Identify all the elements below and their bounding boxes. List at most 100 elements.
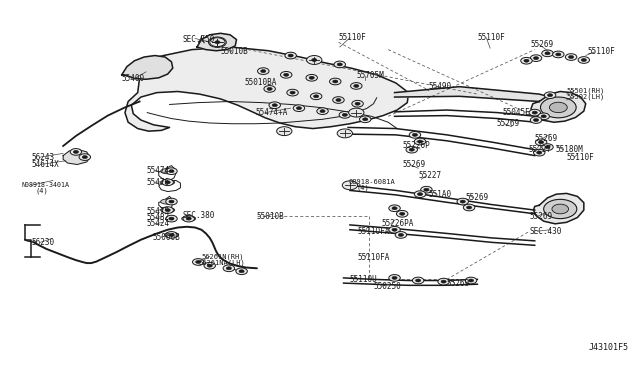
- Circle shape: [337, 129, 353, 138]
- Circle shape: [223, 265, 235, 272]
- Polygon shape: [197, 33, 237, 51]
- Circle shape: [412, 133, 417, 137]
- Text: 56243: 56243: [31, 153, 54, 161]
- Circle shape: [389, 227, 400, 233]
- Circle shape: [215, 41, 220, 44]
- Text: 550250: 550250: [374, 282, 401, 291]
- Polygon shape: [531, 92, 586, 122]
- Circle shape: [209, 37, 227, 47]
- Circle shape: [521, 57, 532, 64]
- Text: 55110F: 55110F: [566, 153, 595, 161]
- Circle shape: [227, 267, 232, 270]
- Circle shape: [351, 83, 362, 89]
- Text: SEC.380: SEC.380: [182, 211, 214, 220]
- Text: SEC.750: SEC.750: [182, 35, 214, 44]
- Circle shape: [285, 52, 296, 59]
- Text: 55110F: 55110F: [339, 33, 366, 42]
- Circle shape: [166, 198, 177, 205]
- Circle shape: [542, 144, 553, 150]
- Circle shape: [412, 277, 424, 284]
- Circle shape: [196, 260, 201, 263]
- Circle shape: [260, 70, 266, 73]
- Circle shape: [547, 94, 552, 97]
- Circle shape: [354, 84, 359, 87]
- Text: 55502(LH): 55502(LH): [566, 93, 605, 100]
- Circle shape: [460, 200, 465, 203]
- Polygon shape: [122, 55, 173, 79]
- Text: 55110FA: 55110FA: [358, 253, 390, 262]
- Text: 56261NA(LH): 56261NA(LH): [198, 259, 245, 266]
- Ellipse shape: [161, 180, 175, 185]
- Circle shape: [306, 74, 317, 81]
- Text: 55476: 55476: [146, 178, 169, 187]
- Circle shape: [169, 217, 174, 220]
- Text: 55010B: 55010B: [221, 47, 248, 56]
- Circle shape: [552, 51, 564, 58]
- Circle shape: [538, 141, 544, 144]
- Circle shape: [396, 211, 408, 217]
- Circle shape: [355, 102, 360, 105]
- Circle shape: [339, 112, 351, 118]
- Circle shape: [330, 78, 341, 85]
- Text: 55474+A: 55474+A: [255, 108, 288, 117]
- Circle shape: [166, 215, 177, 222]
- Circle shape: [212, 39, 223, 45]
- Circle shape: [457, 198, 468, 205]
- Circle shape: [552, 204, 568, 214]
- Circle shape: [269, 102, 280, 109]
- Circle shape: [166, 168, 177, 174]
- Circle shape: [337, 63, 342, 66]
- Circle shape: [183, 215, 195, 222]
- Circle shape: [307, 55, 322, 64]
- Circle shape: [581, 58, 586, 61]
- Circle shape: [210, 38, 225, 46]
- Text: 55010BA: 55010BA: [244, 78, 276, 87]
- Circle shape: [465, 277, 477, 284]
- Text: 56230: 56230: [31, 238, 54, 247]
- Polygon shape: [394, 87, 550, 102]
- Text: 55269: 55269: [497, 119, 520, 128]
- Circle shape: [333, 80, 338, 83]
- Circle shape: [534, 57, 539, 60]
- Text: 55010B: 55010B: [257, 212, 285, 221]
- Circle shape: [524, 59, 529, 62]
- Circle shape: [207, 264, 212, 267]
- Circle shape: [165, 209, 170, 212]
- Circle shape: [556, 53, 561, 56]
- Text: 5511OFA: 5511OFA: [358, 227, 390, 236]
- Circle shape: [463, 204, 475, 211]
- Circle shape: [534, 149, 545, 156]
- Circle shape: [257, 68, 269, 74]
- Circle shape: [395, 232, 406, 238]
- Circle shape: [417, 193, 422, 196]
- Circle shape: [320, 110, 325, 113]
- Circle shape: [162, 207, 173, 214]
- Circle shape: [363, 118, 368, 121]
- Circle shape: [420, 186, 432, 193]
- Text: 55180M: 55180M: [555, 145, 583, 154]
- Circle shape: [415, 279, 420, 282]
- Text: 55269: 55269: [530, 212, 553, 221]
- Circle shape: [534, 119, 539, 122]
- Circle shape: [424, 188, 429, 191]
- Text: 55060B: 55060B: [152, 232, 180, 242]
- Circle shape: [70, 148, 82, 155]
- Circle shape: [288, 54, 293, 57]
- Circle shape: [392, 276, 397, 279]
- Polygon shape: [63, 150, 90, 164]
- Circle shape: [74, 150, 79, 153]
- Circle shape: [169, 170, 174, 173]
- Circle shape: [538, 113, 549, 120]
- Circle shape: [293, 105, 305, 112]
- Circle shape: [308, 57, 320, 63]
- Circle shape: [541, 97, 576, 118]
- Text: 55045E: 55045E: [503, 108, 531, 117]
- Text: 55226P: 55226P: [402, 141, 430, 151]
- Text: 55226PA: 55226PA: [382, 219, 414, 228]
- Text: 55269: 55269: [535, 134, 558, 143]
- Circle shape: [79, 154, 90, 160]
- Text: 55474: 55474: [146, 166, 169, 175]
- Circle shape: [549, 102, 567, 113]
- Circle shape: [162, 179, 173, 186]
- Circle shape: [204, 262, 216, 269]
